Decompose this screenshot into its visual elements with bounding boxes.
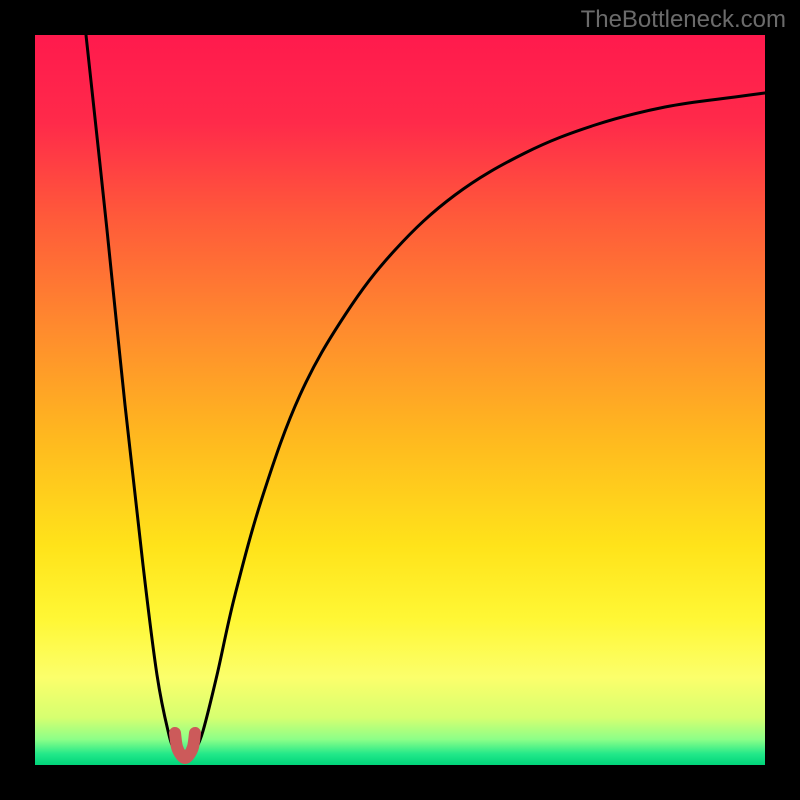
- chart-root: TheBottleneck.com: [0, 0, 800, 800]
- chart-svg: [0, 0, 800, 800]
- plot-area: [35, 35, 765, 765]
- watermark-text: TheBottleneck.com: [581, 6, 786, 34]
